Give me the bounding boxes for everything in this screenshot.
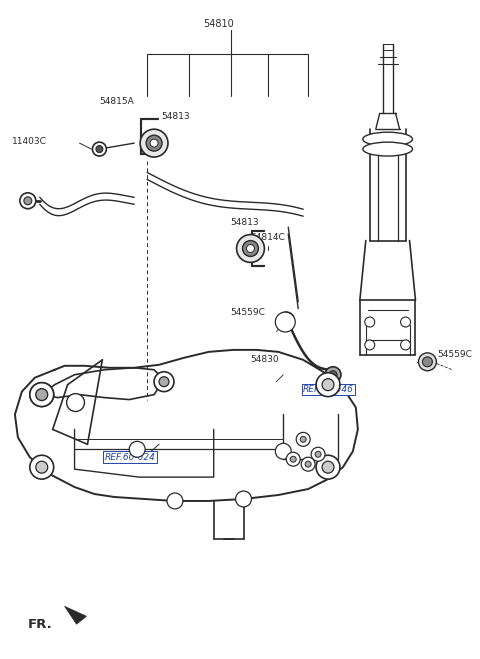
Circle shape bbox=[329, 371, 337, 379]
Circle shape bbox=[419, 353, 436, 371]
Circle shape bbox=[36, 389, 48, 401]
Text: FR.: FR. bbox=[28, 617, 53, 631]
Circle shape bbox=[401, 317, 410, 327]
Text: 54815A: 54815A bbox=[99, 97, 134, 106]
Circle shape bbox=[242, 241, 258, 256]
Circle shape bbox=[30, 383, 54, 407]
Circle shape bbox=[36, 389, 48, 401]
Circle shape bbox=[322, 379, 334, 391]
Circle shape bbox=[305, 461, 311, 467]
Circle shape bbox=[282, 316, 290, 324]
Ellipse shape bbox=[363, 142, 412, 156]
Text: 11403C: 11403C bbox=[12, 136, 47, 146]
Circle shape bbox=[401, 340, 410, 350]
Circle shape bbox=[150, 139, 158, 147]
Circle shape bbox=[20, 193, 36, 209]
Text: 54813: 54813 bbox=[230, 218, 259, 227]
Text: 54830: 54830 bbox=[251, 355, 279, 364]
Circle shape bbox=[30, 383, 54, 407]
Circle shape bbox=[315, 451, 321, 457]
Circle shape bbox=[159, 377, 169, 387]
Circle shape bbox=[93, 142, 107, 156]
Circle shape bbox=[365, 340, 375, 350]
Text: 54814C: 54814C bbox=[251, 233, 285, 242]
Circle shape bbox=[129, 442, 145, 457]
Text: 54559C: 54559C bbox=[437, 351, 472, 359]
Circle shape bbox=[167, 493, 183, 509]
Circle shape bbox=[300, 436, 306, 442]
Text: 54559C: 54559C bbox=[230, 308, 265, 316]
Circle shape bbox=[140, 129, 168, 157]
Circle shape bbox=[276, 444, 291, 459]
Text: REF.60-624: REF.60-624 bbox=[104, 453, 155, 462]
Circle shape bbox=[247, 244, 254, 252]
Circle shape bbox=[316, 373, 340, 397]
Circle shape bbox=[286, 452, 300, 466]
Text: 54810: 54810 bbox=[204, 19, 234, 29]
Circle shape bbox=[322, 461, 334, 473]
Circle shape bbox=[365, 317, 375, 327]
Circle shape bbox=[30, 455, 54, 479]
Circle shape bbox=[422, 357, 432, 367]
Circle shape bbox=[311, 447, 325, 461]
Circle shape bbox=[301, 457, 315, 471]
Circle shape bbox=[24, 197, 32, 205]
Circle shape bbox=[237, 235, 264, 262]
Polygon shape bbox=[65, 606, 86, 624]
Circle shape bbox=[325, 367, 341, 383]
Circle shape bbox=[67, 393, 84, 411]
Circle shape bbox=[96, 146, 103, 153]
Text: REF.54-546: REF.54-546 bbox=[303, 385, 354, 394]
Circle shape bbox=[296, 432, 310, 446]
Circle shape bbox=[36, 461, 48, 473]
Circle shape bbox=[290, 456, 296, 462]
Circle shape bbox=[276, 312, 295, 332]
Circle shape bbox=[316, 455, 340, 479]
Circle shape bbox=[236, 491, 252, 507]
Ellipse shape bbox=[363, 132, 412, 146]
Circle shape bbox=[278, 312, 294, 328]
Circle shape bbox=[146, 135, 162, 151]
Circle shape bbox=[154, 372, 174, 391]
Text: 54813: 54813 bbox=[161, 112, 190, 121]
